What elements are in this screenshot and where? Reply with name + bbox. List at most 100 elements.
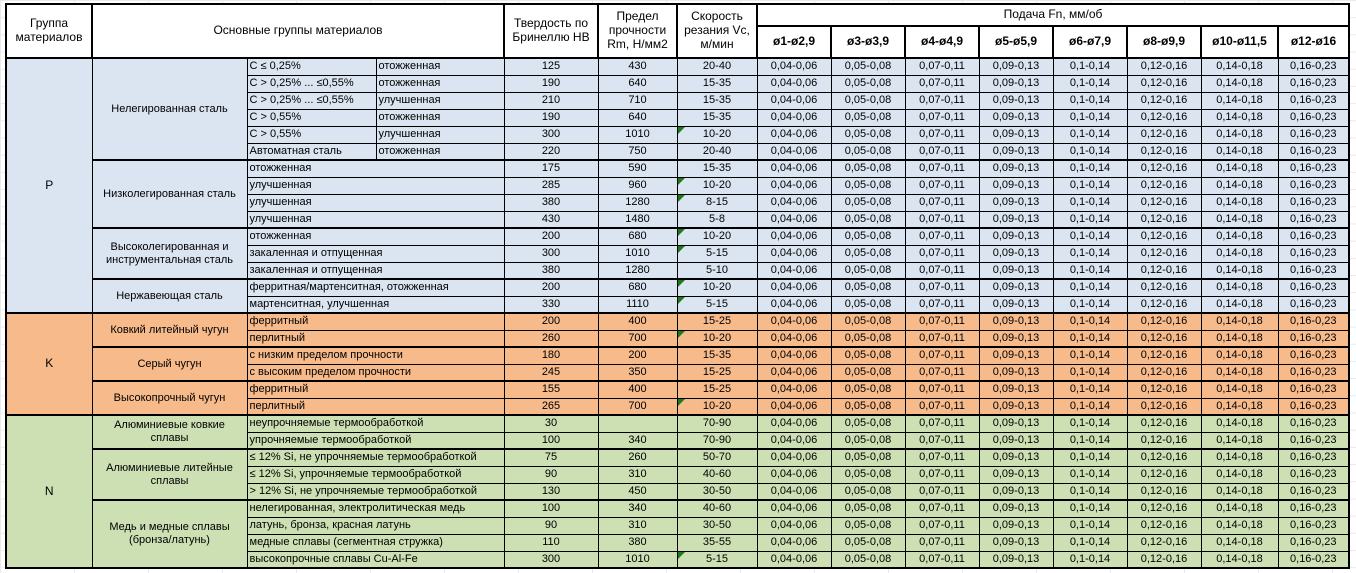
- cell-feed-value[interactable]: 0,1-0,14: [1052, 414, 1128, 433]
- cell-feed-value[interactable]: 0,05-0,08: [830, 193, 906, 212]
- cell-feed-value[interactable]: 0,04-0,06: [756, 516, 832, 535]
- cell-strength-rm[interactable]: 340: [597, 499, 678, 518]
- cell-feed-value[interactable]: 0,05-0,08: [830, 91, 906, 110]
- cell-feed-value[interactable]: 0,09-0,13: [978, 516, 1054, 535]
- cell-hardness-hb[interactable]: 265: [503, 397, 599, 416]
- cell-feed-value[interactable]: 0,04-0,06: [756, 142, 832, 161]
- header-feed-diameter-col[interactable]: ø6-ø7,9: [1052, 25, 1128, 59]
- cell-feed-value[interactable]: 0,07-0,11: [904, 465, 980, 484]
- cell-feed-value[interactable]: 0,1-0,14: [1052, 499, 1128, 518]
- cell-feed-value[interactable]: 0,1-0,14: [1052, 227, 1128, 246]
- cell-feed-value[interactable]: 0,09-0,13: [978, 91, 1054, 110]
- cell-feed-value[interactable]: 0,05-0,08: [830, 278, 906, 297]
- cell-feed-value[interactable]: 0,04-0,06: [756, 57, 832, 76]
- header-feed-diameter-col[interactable]: ø3-ø3,9: [830, 25, 906, 59]
- cell-feed-value[interactable]: 0,16-0,23: [1277, 108, 1350, 127]
- cell-strength-rm[interactable]: 350: [597, 363, 678, 382]
- cell-strength-rm[interactable]: 400: [597, 380, 678, 399]
- cell-detail-composition[interactable]: C > 0,25% ... ≤0,55%: [246, 74, 377, 93]
- cell-strength-rm[interactable]: 590: [597, 159, 678, 178]
- cell-feed-value[interactable]: 0,12-0,16: [1126, 482, 1202, 501]
- header-material-group[interactable]: Группа материалов: [5, 3, 93, 59]
- cell-strength-rm[interactable]: 340: [597, 431, 678, 450]
- cell-feed-value[interactable]: 0,14-0,18: [1200, 533, 1279, 552]
- cell-detail[interactable]: отожженная: [246, 227, 505, 246]
- cell-feed-value[interactable]: 0,16-0,23: [1277, 431, 1350, 450]
- cell-feed-value[interactable]: 0,16-0,23: [1277, 74, 1350, 93]
- cell-feed-value[interactable]: 0,14-0,18: [1200, 397, 1279, 416]
- cell-feed-value[interactable]: 0,04-0,06: [756, 329, 832, 348]
- cell-feed-value[interactable]: 0,14-0,18: [1200, 431, 1279, 450]
- cell-strength-rm[interactable]: 700: [597, 397, 678, 416]
- cell-feed-value[interactable]: 0,07-0,11: [904, 329, 980, 348]
- cell-feed-value[interactable]: 0,16-0,23: [1277, 176, 1350, 195]
- cell-feed-value[interactable]: 0,1-0,14: [1052, 74, 1128, 93]
- cell-feed-value[interactable]: 0,07-0,11: [904, 346, 980, 365]
- cell-strength-rm[interactable]: 640: [597, 108, 678, 127]
- cell-feed-value[interactable]: 0,14-0,18: [1200, 346, 1279, 365]
- cell-feed-value[interactable]: 0,16-0,23: [1277, 482, 1350, 501]
- cell-cutting-speed-vc[interactable]: 15-35: [676, 74, 758, 93]
- cell-cutting-speed-vc[interactable]: 5-15: [676, 295, 758, 314]
- cell-feed-value[interactable]: 0,07-0,11: [904, 261, 980, 280]
- cell-strength-rm[interactable]: 1010: [597, 550, 678, 569]
- cell-feed-value[interactable]: 0,1-0,14: [1052, 159, 1128, 178]
- cell-feed-value[interactable]: 0,12-0,16: [1126, 346, 1202, 365]
- cell-feed-value[interactable]: 0,04-0,06: [756, 176, 832, 195]
- cell-feed-value[interactable]: 0,16-0,23: [1277, 448, 1350, 467]
- cell-detail[interactable]: ≤ 12% Si, не упрочняемые термообработкой: [246, 448, 505, 467]
- cell-hardness-hb[interactable]: 190: [503, 74, 599, 93]
- cell-feed-value[interactable]: 0,16-0,23: [1277, 363, 1350, 382]
- cell-detail[interactable]: ≤ 12% Si, упрочняемые термообработкой: [246, 465, 505, 484]
- cell-feed-value[interactable]: 0,12-0,16: [1126, 278, 1202, 297]
- cell-feed-value[interactable]: 0,07-0,11: [904, 278, 980, 297]
- cell-cutting-speed-vc[interactable]: 5-8: [676, 210, 758, 229]
- cell-detail[interactable]: улучшенная: [246, 176, 505, 195]
- cell-strength-rm[interactable]: 710: [597, 91, 678, 110]
- cell-feed-value[interactable]: 0,07-0,11: [904, 125, 980, 144]
- cell-cutting-speed-vc[interactable]: 5-15: [676, 244, 758, 263]
- cell-feed-value[interactable]: 0,1-0,14: [1052, 295, 1128, 314]
- cell-feed-value[interactable]: 0,12-0,16: [1126, 244, 1202, 263]
- cell-detail[interactable]: ферритный: [246, 312, 505, 331]
- cell-feed-value[interactable]: 0,04-0,06: [756, 295, 832, 314]
- cell-cutting-speed-vc[interactable]: 15-35: [676, 159, 758, 178]
- cell-feed-value[interactable]: 0,16-0,23: [1277, 295, 1350, 314]
- cell-feed-value[interactable]: 0,12-0,16: [1126, 108, 1202, 127]
- cell-feed-value[interactable]: 0,07-0,11: [904, 91, 980, 110]
- cell-feed-value[interactable]: 0,09-0,13: [978, 57, 1054, 76]
- cell-detail-state[interactable]: отожженная: [375, 74, 505, 93]
- cell-feed-value[interactable]: 0,14-0,18: [1200, 210, 1279, 229]
- cell-strength-rm[interactable]: 430: [597, 57, 678, 76]
- cell-subgroup-name[interactable]: Алюминиевые ковкие сплавы: [91, 414, 248, 450]
- cell-feed-value[interactable]: 0,16-0,23: [1277, 380, 1350, 399]
- cell-feed-value[interactable]: 0,07-0,11: [904, 397, 980, 416]
- cell-cutting-speed-vc[interactable]: 70-90: [676, 431, 758, 450]
- cell-strength-rm[interactable]: 640: [597, 74, 678, 93]
- cell-feed-value[interactable]: 0,04-0,06: [756, 550, 832, 569]
- cell-feed-value[interactable]: 0,04-0,06: [756, 346, 832, 365]
- cell-feed-value[interactable]: 0,12-0,16: [1126, 210, 1202, 229]
- cell-cutting-speed-vc[interactable]: 10-20: [676, 227, 758, 246]
- cell-cutting-speed-vc[interactable]: 10-20: [676, 397, 758, 416]
- cell-feed-value[interactable]: 0,1-0,14: [1052, 550, 1128, 569]
- cell-detail[interactable]: с низким пределом прочности: [246, 346, 505, 365]
- cell-detail[interactable]: упрочняемые термообработкой: [246, 431, 505, 450]
- cell-detail[interactable]: латунь, бронза, красная латунь: [246, 516, 505, 535]
- cell-feed-value[interactable]: 0,12-0,16: [1126, 176, 1202, 195]
- cell-feed-value[interactable]: 0,09-0,13: [978, 108, 1054, 127]
- cell-feed-value[interactable]: 0,07-0,11: [904, 380, 980, 399]
- cell-subgroup-name[interactable]: Нержавеющая сталь: [91, 278, 248, 314]
- cell-feed-value[interactable]: 0,07-0,11: [904, 448, 980, 467]
- cell-detail[interactable]: медные сплавы (сегментная стружка): [246, 533, 505, 552]
- cell-feed-value[interactable]: 0,14-0,18: [1200, 414, 1279, 433]
- cell-cutting-speed-vc[interactable]: 15-35: [676, 91, 758, 110]
- cell-strength-rm[interactable]: 200: [597, 346, 678, 365]
- cell-feed-value[interactable]: 0,16-0,23: [1277, 397, 1350, 416]
- cell-detail[interactable]: высокопрочные сплавы Cu-Al-Fe: [246, 550, 505, 569]
- cell-cutting-speed-vc[interactable]: 35-55: [676, 533, 758, 552]
- cell-feed-value[interactable]: 0,04-0,06: [756, 431, 832, 450]
- cell-detail[interactable]: > 12% Si, не упрочняемые термообработкой: [246, 482, 505, 501]
- cell-detail[interactable]: улучшенная: [246, 210, 505, 229]
- cell-feed-value[interactable]: 0,09-0,13: [978, 261, 1054, 280]
